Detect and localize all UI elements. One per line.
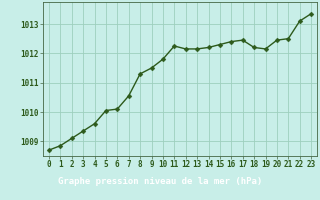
Text: Graphe pression niveau de la mer (hPa): Graphe pression niveau de la mer (hPa) xyxy=(58,178,262,186)
